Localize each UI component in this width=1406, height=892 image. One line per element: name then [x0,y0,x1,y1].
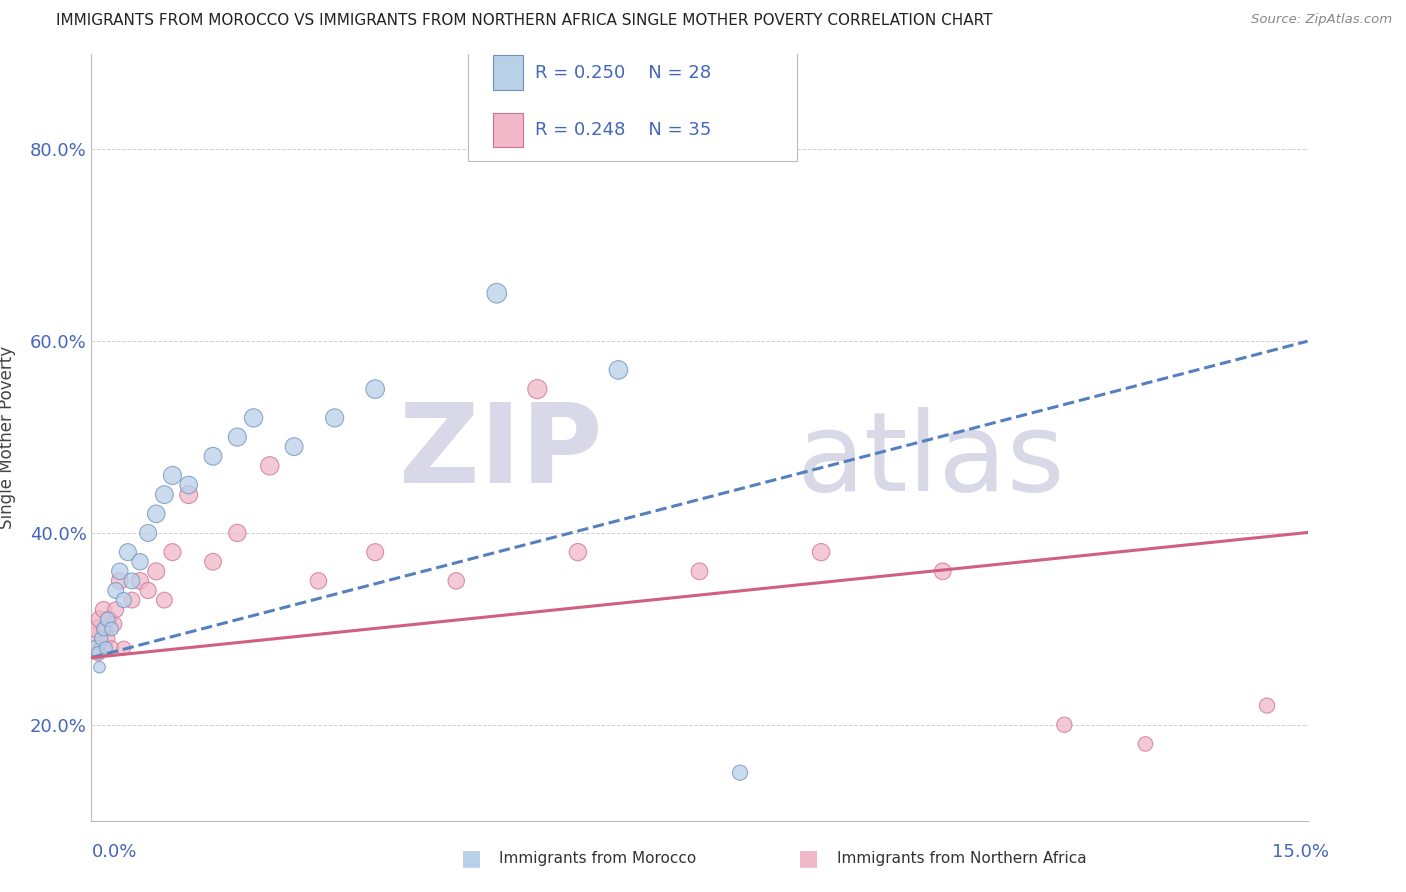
Point [83,632,105,646]
Point [100,641,122,656]
Point [84,622,107,636]
Point [93,603,115,617]
Text: Immigrants from Northern Africa: Immigrants from Northern Africa [837,851,1087,865]
Point [728,765,751,780]
Point [567,545,589,559]
Point [93,622,115,636]
Point [90,632,112,646]
Point [136,583,159,598]
Point [97,632,120,646]
Point [87,646,110,660]
Point [202,450,225,464]
Point [100,622,122,636]
Point [688,565,710,579]
Point [1256,698,1278,713]
Point [307,574,329,588]
Text: ■: ■ [799,848,818,868]
Y-axis label: Single Mother Poverty: Single Mother Poverty [0,345,15,529]
Point [226,526,249,541]
Point [98,612,121,626]
Point [104,603,127,617]
Point [283,440,305,454]
Point [112,641,135,656]
Point [153,488,176,502]
Point [117,545,139,559]
Text: 0.0%: 0.0% [91,843,136,861]
Point [87,646,110,660]
Point [104,583,127,598]
Point [162,468,184,483]
Point [444,574,467,588]
Point [202,555,225,569]
Point [121,574,143,588]
Point [108,574,131,588]
FancyBboxPatch shape [468,38,797,161]
Point [121,593,143,607]
Point [129,555,152,569]
Point [177,488,200,502]
Point [226,430,249,444]
Point [103,617,125,632]
Point [97,612,120,626]
Text: IMMIGRANTS FROM MOROCCO VS IMMIGRANTS FROM NORTHERN AFRICA SINGLE MOTHER POVERTY: IMMIGRANTS FROM MOROCCO VS IMMIGRANTS FR… [56,13,993,29]
Point [364,545,387,559]
Point [177,478,200,492]
Text: Source: ZipAtlas.com: Source: ZipAtlas.com [1251,13,1392,27]
FancyBboxPatch shape [492,55,523,90]
Point [94,641,117,656]
Point [89,612,111,626]
Point [931,565,953,579]
Point [129,574,152,588]
Text: R = 0.248    N = 35: R = 0.248 N = 35 [536,121,711,139]
Point [153,593,176,607]
Text: ■: ■ [461,848,481,868]
Point [136,526,159,541]
Point [94,622,117,636]
Point [242,411,264,425]
Point [1135,737,1157,751]
Text: ZIP: ZIP [399,399,602,506]
Point [485,286,508,301]
Point [810,545,832,559]
Text: R = 0.250    N = 28: R = 0.250 N = 28 [536,63,711,82]
Text: atlas: atlas [797,407,1066,514]
Point [607,363,630,377]
Point [89,660,111,674]
Point [323,411,346,425]
Point [84,641,107,656]
Point [112,593,135,607]
FancyBboxPatch shape [492,113,523,147]
Point [526,382,548,396]
Text: 15.0%: 15.0% [1271,843,1329,861]
Point [1053,717,1076,731]
Point [145,565,167,579]
Point [108,565,131,579]
Point [145,507,167,521]
Text: Immigrants from Morocco: Immigrants from Morocco [499,851,696,865]
Point [162,545,184,559]
Point [259,458,281,473]
Point [90,641,112,656]
Point [364,382,387,396]
